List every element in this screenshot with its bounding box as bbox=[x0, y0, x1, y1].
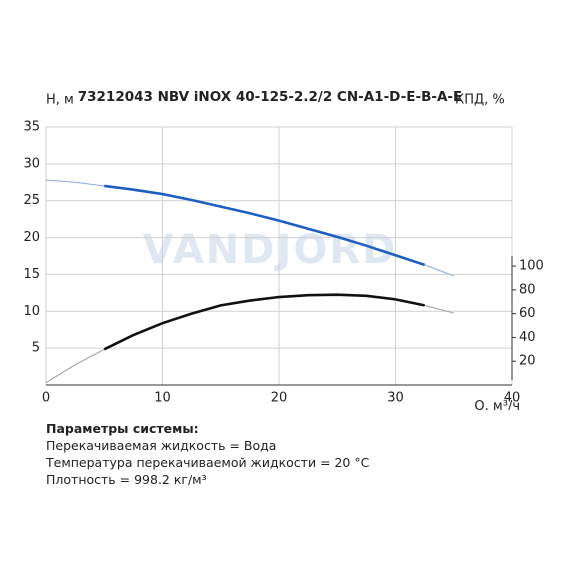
curve-operating bbox=[103, 293, 425, 351]
x-tick-label: 10 bbox=[154, 391, 171, 406]
y2-tick-label: 100 bbox=[519, 259, 544, 274]
info-line: Плотность = 998.2 кг/м³ bbox=[46, 472, 207, 487]
y2-tick-label: 20 bbox=[519, 354, 536, 369]
x-tick-label: 20 bbox=[271, 391, 288, 406]
y2-tick-label: 60 bbox=[519, 306, 536, 321]
y-tick-label: 25 bbox=[23, 193, 40, 208]
y-tick-label: 20 bbox=[23, 230, 40, 245]
chart-title: 73212043 NBV iNOX 40-125-2.2/2 CN-A1-D-E… bbox=[78, 89, 462, 105]
curve-operating bbox=[104, 184, 426, 267]
info-line: Перекачиваемая жидкость = Вода bbox=[46, 438, 277, 453]
y-tick-label: 15 bbox=[23, 267, 40, 282]
chart: 73212043 NBV iNOX 40-125-2.2/2 CN-A1-D-E… bbox=[23, 89, 544, 414]
y2-tick-label: 80 bbox=[519, 282, 536, 297]
y-tick-label: 5 bbox=[32, 341, 40, 356]
curve-full bbox=[45, 294, 454, 384]
x-tick-label: 30 bbox=[387, 391, 404, 406]
y-tick-label: 35 bbox=[23, 120, 40, 135]
y-tick-label: 10 bbox=[23, 304, 40, 319]
info-heading: Параметры системы: bbox=[46, 421, 199, 436]
info-line: Температура перекачиваемой жидкости = 20… bbox=[46, 455, 370, 470]
y-tick-label: 30 bbox=[23, 156, 40, 171]
y2-tick-label: 40 bbox=[519, 330, 536, 345]
x-tick-label: 0 bbox=[42, 391, 50, 406]
x-tick-label: 40 bbox=[504, 391, 521, 406]
y-axis-label: H, м bbox=[46, 93, 74, 108]
watermark: VANDJORD bbox=[143, 227, 398, 273]
info: Параметры системы: Перекачиваемая жидкос… bbox=[46, 420, 369, 488]
page: {"chart_data":{"type":"line","title":"73… bbox=[23, 89, 544, 487]
y2-axis-label: КПД, % bbox=[455, 93, 505, 108]
